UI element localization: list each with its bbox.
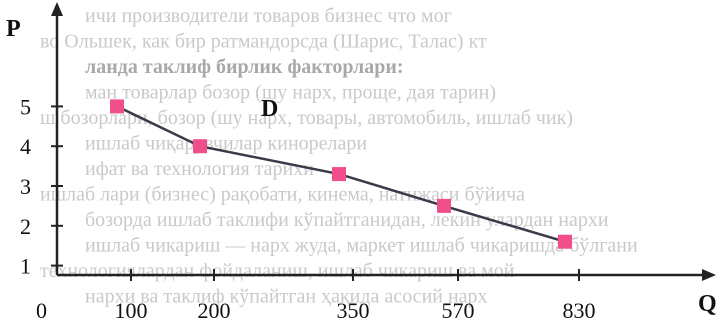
- background-text-line: ланда таклиф бирлик факторлари:: [85, 56, 404, 78]
- y-tick-label: 1: [20, 254, 31, 279]
- demand-curve-label: D: [261, 96, 278, 122]
- x-tick-label: 200: [198, 298, 231, 323]
- y-axis-title: P: [6, 16, 21, 42]
- background-text-line: ишлаб чиқарувчилар кинорелари: [85, 133, 367, 155]
- axes: P Q 0: [6, 2, 717, 323]
- data-point-marker: [332, 167, 346, 182]
- background-text-line: во Ольшек, как бир ратмандорсда (Шарис, …: [40, 31, 487, 53]
- background-text-line: ман товарлар бозор (шу нарх, проще, дая …: [85, 82, 496, 104]
- background-text-line: ишлаб чикариш — нарх жуда, маркет ишлаб …: [85, 235, 638, 257]
- faded-background-text: ичи производители товаров бизнес что мог…: [40, 5, 638, 308]
- ticks: 1 2 3 4 5 100 200 350 570 830: [20, 94, 596, 323]
- background-text-line: ичи производители товаров бизнес что мог: [85, 5, 452, 27]
- background-text-line: ш бозорлари, бозор (шу нарх, товары, авт…: [40, 107, 573, 129]
- x-tick-label: 830: [563, 298, 596, 323]
- series-layer: [110, 99, 572, 249]
- x-tick-label: 100: [115, 298, 148, 323]
- y-tick-label: 3: [20, 174, 31, 199]
- y-tick-label: 4: [20, 134, 31, 159]
- y-tick-label: 5: [20, 94, 31, 119]
- data-point-marker: [193, 139, 207, 154]
- x-tick-label: 350: [337, 298, 370, 323]
- y-tick-label: 2: [20, 214, 31, 239]
- data-point-marker: [558, 234, 572, 249]
- x-tick-label: 570: [442, 298, 475, 323]
- x-axis-arrow: [702, 269, 716, 281]
- data-point-marker: [110, 99, 124, 114]
- x-axis-title: Q: [698, 291, 717, 317]
- background-text-line: ифат ва технология тарихи: [85, 158, 314, 180]
- y-axis-arrow: [51, 2, 63, 16]
- origin-label: 0: [36, 298, 47, 323]
- data-point-marker: [437, 198, 451, 213]
- background-text-line: технологиялардан фойдаланиш, ишлаб чикар…: [40, 260, 515, 282]
- background-text-line: бозорда ишлаб таклифи кўпайтганидан, лек…: [85, 209, 609, 231]
- background-text-line: ишлаб лари (бизнес) рақобати, кинема, на…: [40, 184, 525, 206]
- background-text-line: нархи ва таклиф кўпайтган ҳақида асосий …: [85, 286, 488, 308]
